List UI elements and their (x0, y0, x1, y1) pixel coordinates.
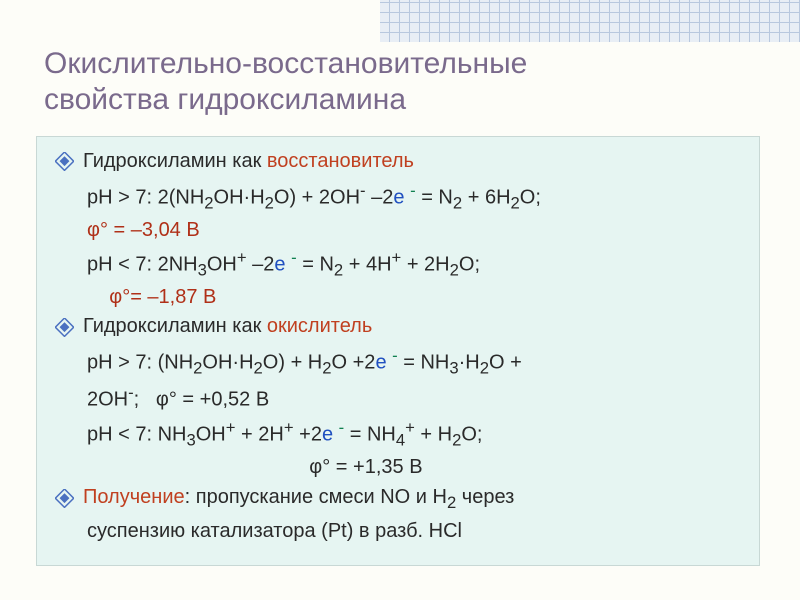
diamond-bullet-icon (55, 489, 74, 508)
s: 2 (334, 260, 343, 279)
b2-pre: Гидроксиламин как (83, 315, 267, 337)
t: O +2 (332, 352, 376, 374)
s: 2 (254, 359, 263, 378)
t: + 4H (343, 253, 391, 275)
s: 2 (322, 359, 331, 378)
content-box: Гидроксиламин как восстановитель pH > 7:… (36, 136, 760, 566)
bullet-3: Получение: пропускание смеси NO и H2 чер… (55, 483, 741, 516)
t: O; (520, 186, 541, 208)
t: ·H (459, 352, 480, 374)
t: 2OH (87, 389, 128, 411)
t: = NH (398, 352, 450, 374)
t: OH·H (214, 186, 265, 208)
header-grid-decoration (380, 0, 800, 42)
bullet-2: Гидроксиламин как окислитель (55, 312, 741, 342)
b3-post: : пропускание смеси NO и H (185, 486, 447, 508)
s: 2 (265, 193, 274, 212)
t: ; φ° = +0,52 В (134, 389, 270, 411)
s: 2 (452, 430, 461, 449)
s: + (237, 248, 247, 267)
t: pH > 7: 2(NH (87, 186, 204, 208)
t: e (322, 423, 333, 445)
s: 2 (480, 359, 489, 378)
t: + 2H (401, 253, 449, 275)
s: 2 (204, 193, 213, 212)
t: +2 (294, 423, 322, 445)
eq-2: pH < 7: 2NH3OH+ –2e - = N2 + 4H+ + 2H2O; (55, 246, 741, 283)
t: pH < 7: NH (87, 423, 186, 445)
title-line-1: Окислительно-восстановительные (44, 47, 527, 80)
b1-pre: Гидроксиламин как (83, 150, 267, 172)
s: 3 (198, 260, 207, 279)
phi-2: φ°= –1,87 В (55, 283, 741, 313)
t: + 2H (235, 423, 283, 445)
diamond-bullet-icon (55, 318, 74, 337)
s: 2 (511, 193, 520, 212)
s: + (392, 248, 402, 267)
s: 2 (450, 260, 459, 279)
t: e (393, 186, 404, 208)
bullet-1: Гидроксиламин как восстановитель (55, 147, 741, 177)
t: OH (207, 253, 237, 275)
t: pH < 7: 2NH (87, 253, 198, 275)
s: 4 (396, 430, 405, 449)
t: O; (459, 253, 480, 275)
last-line: суспензию катализатора (Pt) в разб. HCl (55, 517, 741, 547)
s: + (405, 418, 415, 437)
bullet-1-text: Гидроксиламин как восстановитель (83, 147, 414, 177)
t: + H (415, 423, 452, 445)
s: 3 (186, 430, 195, 449)
t: + 6H (462, 186, 510, 208)
eq-3b: 2OH-; φ° = +0,52 В (55, 381, 741, 415)
s: 2 (453, 193, 462, 212)
eq-4: pH < 7: NH3OH+ + 2H+ +2e - = NH4+ + H2O; (55, 416, 741, 453)
phi-4: φ° = +1,35 В (55, 453, 741, 483)
b3-red: Получение (83, 486, 185, 508)
bullet-3-text: Получение: пропускание смеси NO и H2 чер… (83, 483, 514, 516)
s: 3 (449, 359, 458, 378)
b1-red: восстановитель (267, 150, 414, 172)
b3-post2: через (456, 486, 514, 508)
s: 2 (447, 493, 456, 512)
t: = NH (344, 423, 396, 445)
bullet-2-text: Гидроксиламин как окислитель (83, 312, 372, 342)
t: –2 (366, 186, 394, 208)
t: e (375, 352, 386, 374)
slide-title: Окислительно-восстановительные свойства … (44, 46, 527, 118)
t: = N (297, 253, 334, 275)
t: –2 (247, 253, 275, 275)
s: + (284, 418, 294, 437)
eq-1: pH > 7: 2(NH2OH·H2O) + 2OH- –2e - = N2 +… (55, 179, 741, 216)
t: pH > 7: (NH (87, 352, 193, 374)
eq-3: pH > 7: (NH2OH·H2O) + H2O +2e - = NH3·H2… (55, 344, 741, 381)
t: O; (461, 423, 482, 445)
t: OH (196, 423, 226, 445)
t: O) + H (263, 352, 322, 374)
t: O + (489, 352, 522, 374)
title-line-2: свойства гидроксиламина (44, 83, 406, 116)
diamond-bullet-icon (55, 152, 74, 171)
t: O) + 2OH (274, 186, 360, 208)
t: OH·H (202, 352, 253, 374)
t: = N (416, 186, 453, 208)
t: e (274, 253, 285, 275)
phi-1: φ° = –3,04 В (55, 216, 741, 246)
b2-red: окислитель (267, 315, 372, 337)
